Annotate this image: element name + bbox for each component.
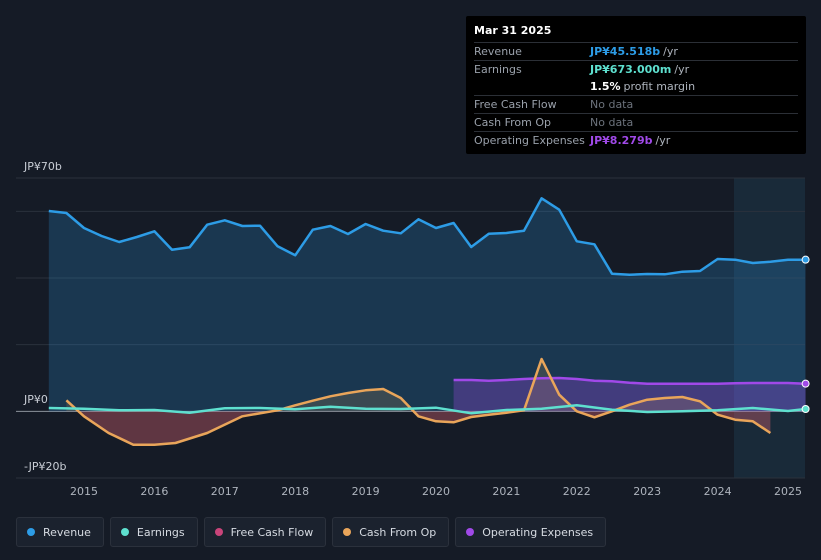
tooltip-row-fcf: Free Cash Flow No data xyxy=(474,95,798,113)
data-tooltip: Mar 31 2025 Revenue JP¥45.518b /yr Earni… xyxy=(466,16,806,154)
legend: Revenue Earnings Free Cash Flow Cash Fro… xyxy=(16,517,607,547)
tooltip-revenue-value: JP¥45.518b xyxy=(590,45,661,58)
x-tick-label: 2021 xyxy=(492,485,520,498)
x-tick-label: 2018 xyxy=(281,485,309,498)
legend-opex-dot-icon xyxy=(466,528,475,536)
legend-revenue-label: Revenue xyxy=(43,525,91,539)
tooltip-earnings-label: Earnings xyxy=(474,63,522,76)
tooltip-fcf-label: Free Cash Flow xyxy=(474,98,557,111)
x-tick-label: 2023 xyxy=(633,485,661,498)
y-label-zero: JP¥0 xyxy=(23,393,48,406)
legend-fcf[interactable]: Free Cash Flow xyxy=(203,517,327,547)
tooltip-row-margin: 1.5% profit margin xyxy=(474,78,798,95)
x-tick-label: 2017 xyxy=(211,485,239,498)
x-tick-label: 2025 xyxy=(774,485,802,498)
tooltip-row-cfo: Cash From Op No data xyxy=(474,113,798,131)
legend-earnings-label: Earnings xyxy=(136,525,185,539)
tooltip-margin-text: profit margin xyxy=(623,80,696,93)
legend-fcf-label: Free Cash Flow xyxy=(230,525,314,539)
x-tick-label: 2024 xyxy=(704,485,732,498)
tooltip-earnings-unit: /yr xyxy=(674,63,690,76)
y-label-bottom: -JP¥20b xyxy=(24,460,66,473)
legend-fcf-dot-icon xyxy=(214,528,223,536)
tooltip-revenue-unit: /yr xyxy=(663,45,678,58)
cfo-area xyxy=(66,359,771,445)
revenue-area xyxy=(48,198,806,412)
tooltip-row-revenue: Revenue JP¥45.518b /yr xyxy=(474,42,798,60)
cfo-line xyxy=(65,357,772,446)
legend-earnings[interactable]: Earnings xyxy=(109,517,198,547)
revenue-end-marker xyxy=(801,255,810,264)
legend-cfo[interactable]: Cash From Op xyxy=(332,517,450,547)
earnings-end-marker xyxy=(801,405,810,413)
legend-revenue[interactable]: Revenue xyxy=(16,517,104,547)
chart: JP¥70b JP¥0 -JP¥20b 2015 2016 2017 2018 2019… xyxy=(16,160,810,498)
opex-end-marker xyxy=(801,379,810,388)
tooltip-row-earnings: Earnings JP¥673.000m /yr xyxy=(474,60,798,78)
legend-cfo-label: Cash From Op xyxy=(359,525,437,539)
x-tick-label: 2020 xyxy=(422,485,450,498)
tooltip-earnings-value: JP¥673.000m xyxy=(590,63,672,76)
tooltip-margin-value: 1.5% xyxy=(590,80,621,93)
x-tick-label: 2015 xyxy=(70,485,98,498)
tooltip-revenue-label: Revenue xyxy=(474,45,522,58)
tooltip-row-opex: Operating Expenses JP¥8.279b /yr xyxy=(474,131,798,149)
tooltip-opex-unit: /yr xyxy=(655,134,671,147)
opex-area xyxy=(453,378,806,412)
legend-opex[interactable]: Operating Expenses xyxy=(455,517,607,547)
x-tick-label: 2019 xyxy=(352,485,380,498)
x-axis-ticks: 2015 2016 2017 2018 2019 2020 2021 2022 2023 2024… xyxy=(70,485,802,498)
earnings-line xyxy=(48,404,806,415)
series-lines xyxy=(48,197,806,446)
legend-cfo-dot-icon xyxy=(343,528,352,536)
tooltip-cfo-label: Cash From Op xyxy=(474,116,552,129)
y-label-top: JP¥70b xyxy=(23,160,62,173)
tooltip-opex-value: JP¥8.279b xyxy=(590,134,653,147)
tooltip-date: Mar 31 2025 xyxy=(474,24,552,37)
grid xyxy=(16,177,805,479)
legend-opex-label: Operating Expenses xyxy=(482,525,594,539)
revenue-line xyxy=(48,197,806,276)
legend-earnings-dot-icon xyxy=(120,528,129,536)
forecast-shade xyxy=(734,178,805,478)
x-tick-label: 2022 xyxy=(563,485,591,498)
tooltip-opex-label: Operating Expenses xyxy=(474,134,585,147)
opex-line xyxy=(453,376,806,385)
end-markers xyxy=(801,255,810,413)
tooltip-fcf-value: No data xyxy=(590,98,634,111)
x-tick-label: 2016 xyxy=(140,485,168,498)
legend-revenue-dot-icon xyxy=(27,528,35,536)
tooltip-cfo-value: No data xyxy=(590,116,634,129)
